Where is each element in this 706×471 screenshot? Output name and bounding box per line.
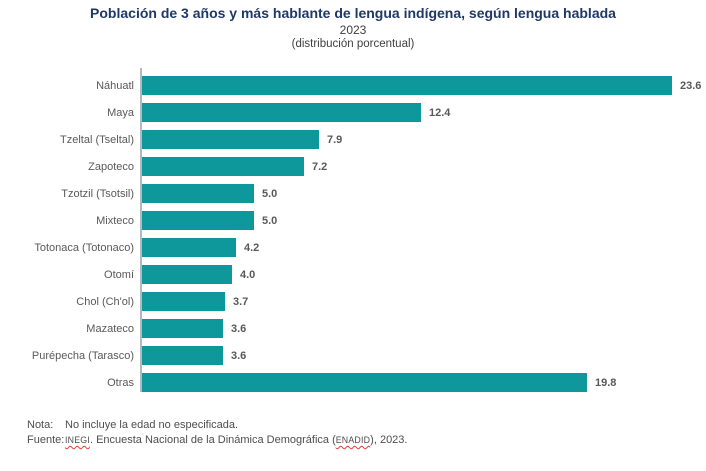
bar	[142, 157, 304, 176]
bar	[142, 292, 225, 311]
bar	[142, 184, 254, 203]
nota-text: No incluye la edad no especificada.	[65, 419, 239, 431]
bar-row: Maya 12.4	[0, 99, 706, 126]
bar-row: Totonaca (Totonaco) 4.2	[0, 234, 706, 261]
bar-wrap: 19.8	[142, 373, 616, 392]
bar-wrap: 3.6	[142, 319, 246, 338]
bar-row: Tzeltal (Tseltal) 7.9	[0, 126, 706, 153]
chart-header: Población de 3 años y más hablante de le…	[0, 4, 706, 51]
nota-label: Nota:	[27, 419, 54, 431]
bar-wrap: 23.6	[142, 76, 701, 95]
bar-wrap: 4.2	[142, 238, 259, 257]
bar-row: Tzotzil (Tsotsil) 5.0	[0, 180, 706, 207]
chart-units: (distribución porcentual)	[291, 38, 415, 50]
bar-row: Otomí 4.0	[0, 261, 706, 288]
fuente-inegi: INEGI	[65, 435, 90, 445]
value-label: 5.0	[262, 214, 278, 227]
bar	[142, 346, 223, 365]
bar	[142, 238, 236, 257]
bar-wrap: 5.0	[142, 184, 277, 203]
category-label: Chol (Ch'ol)	[76, 295, 134, 308]
fuente-line: Fuente:INEGI. Encuesta Nacional de la Di…	[27, 433, 407, 448]
value-label: 4.2	[244, 241, 260, 254]
value-label: 3.7	[233, 295, 249, 308]
bar	[142, 130, 319, 149]
bar	[142, 103, 421, 122]
bar-row: Otras 19.8	[0, 369, 706, 396]
category-label: Tzeltal (Tseltal)	[60, 133, 134, 146]
fuente-enadid: ENADID	[335, 435, 371, 445]
value-label: 23.6	[680, 79, 702, 92]
bar-chart: Náhuatl 23.6 Maya 12.4 Tzeltal (Tseltal) 7.9 Z…	[0, 68, 706, 396]
bar-wrap: 5.0	[142, 211, 277, 230]
bar	[142, 211, 254, 230]
bar	[142, 373, 587, 392]
value-label: 5.0	[262, 187, 278, 200]
bar-row: Mixteco 5.0	[0, 207, 706, 234]
chart-year: 2023	[339, 23, 367, 37]
bar-wrap: 4.0	[142, 265, 255, 284]
bar	[142, 319, 223, 338]
value-label: 19.8	[595, 376, 617, 389]
category-label: Mazateco	[86, 322, 134, 335]
value-label: 12.4	[429, 106, 451, 119]
bar-wrap: 3.6	[142, 346, 246, 365]
category-label: Otras	[107, 376, 134, 389]
value-label: 7.9	[327, 133, 343, 146]
bar-rows: Náhuatl 23.6 Maya 12.4 Tzeltal (Tseltal) 7.9 Z…	[0, 72, 706, 396]
category-label: Maya	[107, 106, 134, 119]
bar-wrap: 3.7	[142, 292, 248, 311]
bar-row: Chol (Ch'ol) 3.7	[0, 288, 706, 315]
bar	[142, 265, 232, 284]
nota-line: Nota: No incluye la edad no especificada.	[27, 418, 407, 433]
bar-row: Náhuatl 23.6	[0, 72, 706, 99]
fuente-text-mid: . Encuesta Nacional de la Dinámica Demog…	[89, 434, 336, 446]
category-label: Otomí	[104, 268, 134, 281]
category-label: Purépecha (Tarasco)	[31, 349, 134, 362]
chart-title: Población de 3 años y más hablante de le…	[90, 5, 616, 21]
bar-wrap: 7.9	[142, 130, 342, 149]
fuente-text-end: ), 2023.	[370, 434, 408, 446]
value-label: 4.0	[240, 268, 256, 281]
y-axis-line	[140, 68, 142, 392]
bar-row: Purépecha (Tarasco) 3.6	[0, 342, 706, 369]
value-label: 3.6	[231, 322, 247, 335]
category-label: Mixteco	[96, 214, 134, 227]
category-label: Totonaca (Totonaco)	[34, 241, 134, 254]
bar-wrap: 7.2	[142, 157, 327, 176]
bar	[142, 76, 672, 95]
bar-wrap: 12.4	[142, 103, 450, 122]
value-label: 3.6	[231, 349, 247, 362]
fuente-label: Fuente:	[27, 434, 65, 446]
category-label: Zapoteco	[88, 160, 134, 173]
value-label: 7.2	[312, 160, 328, 173]
bar-row: Zapoteco 7.2	[0, 153, 706, 180]
category-label: Náhuatl	[96, 79, 134, 92]
bar-row: Mazateco 3.6	[0, 315, 706, 342]
chart-footnotes: Nota: No incluye la edad no especificada.…	[27, 418, 407, 448]
category-label: Tzotzil (Tsotsil)	[61, 187, 134, 200]
